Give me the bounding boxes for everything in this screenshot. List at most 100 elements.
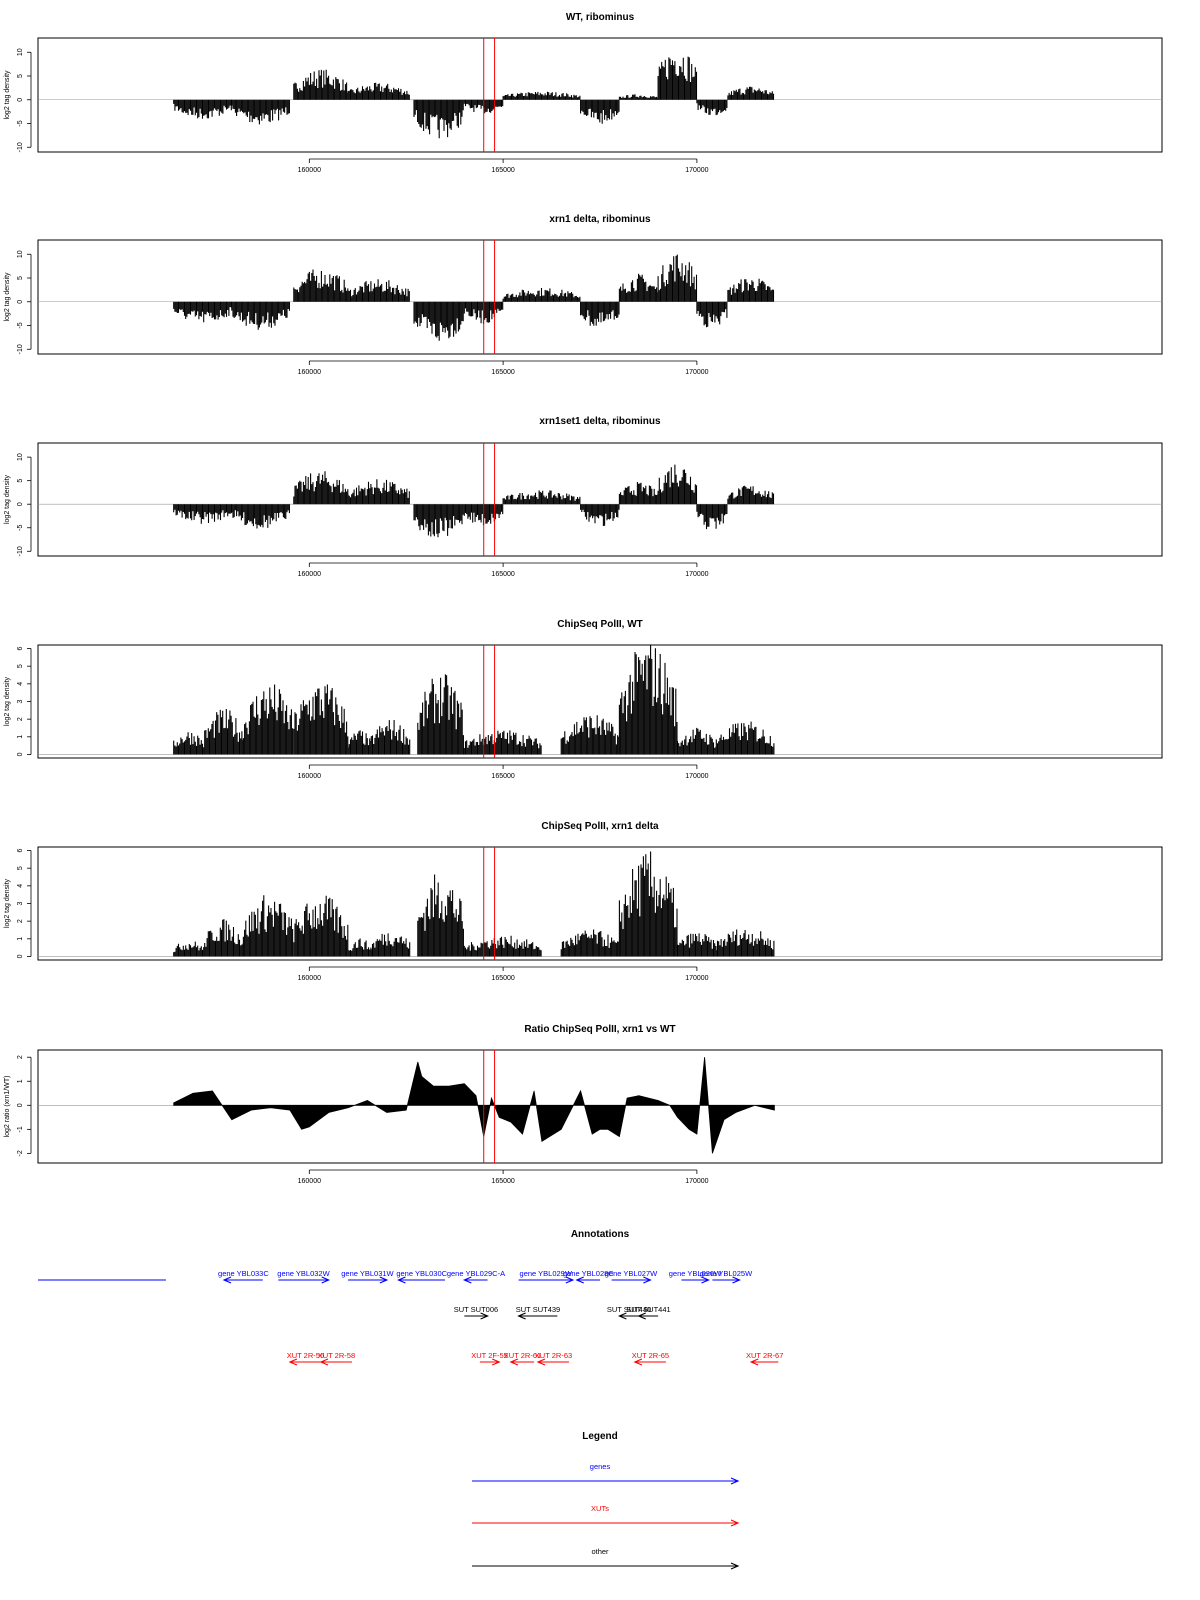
- arrowhead-icon: [319, 1358, 329, 1366]
- feature-label: gene YBL027W: [605, 1269, 658, 1278]
- y-tick-label: -5: [17, 120, 24, 126]
- x-tick-label: 165000: [491, 571, 514, 578]
- x-tick-label: 160000: [298, 167, 321, 174]
- y-axis: -10 -5 0 5 10: [17, 453, 32, 556]
- y-tick-label: 1: [17, 735, 24, 739]
- bar-segment: [173, 301, 232, 323]
- x-tick-label: 160000: [298, 1178, 321, 1185]
- x-tick-label: 160000: [298, 369, 321, 376]
- data-series: [173, 1057, 775, 1154]
- arrowhead-icon: [575, 1276, 584, 1284]
- annotation-feature: XUT 2R-61: [504, 1351, 541, 1366]
- annotations-panel: Annotations gene YBL033C gene YBL032W gene …: [38, 1229, 783, 1366]
- x-tick-label: 165000: [491, 369, 514, 376]
- y-tick-label: 1: [17, 937, 24, 941]
- x-axis: 160000 165000 170000: [298, 360, 709, 376]
- bar-segment: [618, 851, 678, 957]
- bar-segment: [173, 941, 205, 957]
- arrowhead-icon: [565, 1276, 575, 1284]
- bar-segment: [242, 684, 294, 755]
- bar-segment: [560, 929, 620, 957]
- feature-label: SUT SUT006: [454, 1305, 498, 1314]
- annotation-feature: gene YBL027W: [605, 1269, 658, 1284]
- y-tick-label: 5: [17, 74, 24, 78]
- y-tick-label: 4: [17, 682, 24, 686]
- arrowhead-icon: [701, 1276, 710, 1284]
- panel-title: Ratio ChipSeq PolII, xrn1 vs WT: [524, 1024, 675, 1035]
- bar-segment: [580, 301, 620, 326]
- x-tick-label: 160000: [298, 571, 321, 578]
- bar-segment: [204, 709, 244, 755]
- bar-segment: [580, 504, 620, 526]
- bar-segment: [715, 929, 775, 957]
- x-axis: 160000 165000 170000: [298, 158, 709, 174]
- y-tick-label: 0: [17, 98, 24, 102]
- x-tick-label: 170000: [685, 369, 708, 376]
- annotation-feature: SUT SUT439: [516, 1305, 560, 1320]
- plot-frame: [37, 1049, 1163, 1164]
- legend: Legend genes XUTs other: [472, 1431, 740, 1570]
- y-tick-label: 0: [17, 1103, 24, 1107]
- annotation-feature: SUT SUT441: [626, 1305, 671, 1320]
- y-axis: -2 -1 0 1 2: [17, 1055, 32, 1157]
- arrowhead-icon: [643, 1276, 652, 1284]
- y-tick-label: 0: [17, 300, 24, 304]
- feature-label: gene YBL026W: [669, 1269, 722, 1278]
- bar-segment: [696, 504, 728, 530]
- bar-segment: [560, 715, 620, 755]
- bar-segment: [727, 86, 775, 100]
- y-tick-label: -2: [17, 1150, 24, 1156]
- arrowhead-icon: [633, 1358, 643, 1366]
- feature-label: gene YBL030C: [396, 1269, 447, 1278]
- bar-segment: [370, 933, 411, 957]
- x-axis: 160000 165000 170000: [298, 966, 709, 982]
- bar-segment: [231, 301, 290, 330]
- bar-segment: [502, 91, 581, 100]
- bar-segment: [657, 254, 698, 302]
- annotation-feature: gene YBL030C: [396, 1269, 448, 1284]
- x-tick-label: 160000: [298, 975, 321, 982]
- arrowhead-icon: [321, 1276, 331, 1284]
- y-tick-label: 10: [17, 48, 24, 56]
- panel-1: WT, ribominus -10 -5 0 5 10 log2 tag density 16…: [4, 12, 1163, 174]
- annotation-feature: XUT 2R-63: [535, 1351, 572, 1366]
- bar-segment: [370, 720, 411, 755]
- feature-label: gene YBL033C: [218, 1269, 269, 1278]
- legend-title: Legend: [582, 1431, 618, 1442]
- panel-title: xrn1set1 delta, ribominus: [539, 416, 661, 427]
- annotation-feature: gene YBL025W: [700, 1269, 753, 1284]
- arrowhead-icon: [222, 1276, 232, 1284]
- arrowhead-icon: [730, 1477, 740, 1485]
- x-tick-label: 170000: [685, 167, 708, 174]
- feature-label: XUT 2R-65: [632, 1351, 669, 1360]
- bar-segment: [293, 269, 349, 302]
- annotation-feature: gene YBL029W: [518, 1269, 575, 1284]
- x-axis: 160000 165000 170000: [298, 764, 709, 780]
- arrowhead-icon: [536, 1358, 546, 1366]
- y-tick-label: 1: [17, 1079, 24, 1083]
- panel-5: ChipSeq PolII, xrn1 delta 0 1 2 3 4 5 6 log2 tag…: [4, 821, 1163, 982]
- y-tick-label: 0: [17, 752, 24, 756]
- x-tick-label: 165000: [491, 773, 514, 780]
- x-tick-label: 170000: [685, 773, 708, 780]
- annotation-feature: XUT 2F-59: [471, 1351, 508, 1366]
- data-series: [173, 464, 775, 538]
- arrowhead-icon: [509, 1358, 519, 1366]
- bar-segment: [347, 279, 410, 302]
- legend-label: other: [591, 1547, 609, 1556]
- annotation-feature: gene YBL026W: [669, 1269, 722, 1284]
- panel-4: ChipSeq PolII, WT 0 1 2 3 4 5 6 log2 tag density…: [4, 619, 1163, 780]
- bar-segment: [293, 895, 349, 957]
- x-tick-label: 170000: [685, 571, 708, 578]
- bar-segment: [347, 730, 372, 755]
- annotation-feature: SUT SUT440: [607, 1305, 651, 1320]
- x-axis: 160000 165000 170000: [298, 1169, 709, 1185]
- y-tick-label: 10: [17, 453, 24, 461]
- arrowhead-icon: [732, 1276, 741, 1284]
- ratio-area: [173, 1057, 775, 1154]
- y-axis: 0 1 2 3 4 5 6: [17, 848, 32, 958]
- y-axis-label: log2 tag density: [4, 474, 11, 524]
- feature-label: gene YBL025W: [700, 1269, 753, 1278]
- legend-label: genes: [590, 1462, 611, 1471]
- arrowhead-icon: [397, 1276, 406, 1284]
